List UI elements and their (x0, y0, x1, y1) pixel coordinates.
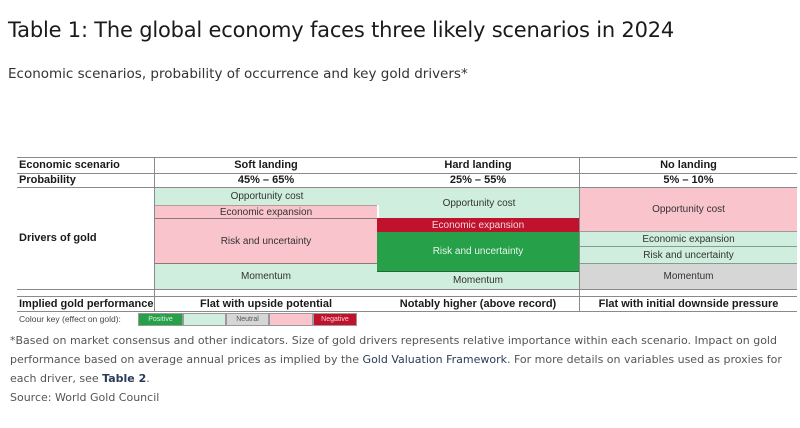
driver-no-opportunity-cost: Opportunity cost (580, 188, 797, 232)
driver-hard-opportunity-cost: Opportunity cost (379, 188, 579, 218)
implied-hard-landing: Notably higher (above record) (399, 298, 557, 310)
gold-valuation-framework-link[interactable]: Gold Valuation Framework (362, 353, 507, 366)
driver-soft-momentum: Momentum (155, 264, 377, 289)
row-label-probability: Probability (19, 174, 76, 186)
footnote: *Based on market consensus and other ind… (10, 331, 795, 388)
footnote-text: . (146, 372, 150, 385)
probability-soft-landing: 45% – 65% (237, 174, 295, 186)
column-divider (579, 157, 580, 311)
probability-hard-landing: 25% – 55% (449, 174, 507, 186)
row-label-scenario: Economic scenario (19, 159, 120, 171)
source-note: Source: World Gold Council (10, 391, 160, 404)
driver-no-economic-expansion: Economic expansion (580, 232, 797, 247)
table-rule (17, 311, 797, 312)
footnote-text: . For more details on variables used as … (10, 353, 782, 385)
table-rule (17, 173, 797, 174)
colour-key-label: Colour key (effect on gold): (19, 314, 121, 324)
row-label-implied: Implied gold performance (19, 298, 154, 310)
page-subtitle: Economic scenarios, probability of occur… (8, 66, 468, 82)
table-2-link[interactable]: Table 2 (102, 372, 147, 385)
row-label-drivers: Drivers of gold (19, 232, 97, 244)
table-rule (17, 296, 797, 297)
table-top-rule (17, 157, 797, 158)
driver-no-momentum: Momentum (580, 264, 797, 289)
driver-soft-opportunity-cost: Opportunity cost (155, 188, 379, 205)
scenario-header-hard-landing: Hard landing (444, 159, 512, 171)
table-rule (17, 187, 797, 188)
scenario-header-no-landing: No landing (660, 159, 717, 171)
colour-key-negative: Negative (313, 313, 357, 326)
driver-hard-momentum: Momentum (377, 272, 579, 289)
driver-no-risk-uncertainty: Risk and uncertainty (580, 247, 797, 264)
colour-key-positive: Positive (138, 313, 183, 326)
driver-soft-economic-expansion: Economic expansion (155, 205, 377, 219)
driver-soft-risk-uncertainty: Risk and uncertainty (155, 219, 377, 264)
driver-hard-risk-uncertainty: Risk and uncertainty (377, 232, 579, 272)
driver-hard-economic-expansion: Economic expansion (377, 218, 579, 232)
colour-key-neutral: Neutral (226, 313, 269, 326)
colour-key-positive-light (183, 313, 226, 326)
column-divider (154, 157, 155, 311)
footnote-text: *Based on market consensus and other ind… (10, 334, 777, 366)
scenario-header-soft-landing: Soft landing (234, 159, 298, 171)
table-rule (17, 289, 797, 290)
page-title: Table 1: The global economy faces three … (8, 18, 675, 42)
implied-soft-landing: Flat with upside potential (200, 298, 332, 310)
probability-no-landing: 5% – 10% (663, 174, 714, 186)
colour-key-negative-light (269, 313, 313, 326)
implied-no-landing: Flat with initial downside pressure (598, 298, 779, 310)
